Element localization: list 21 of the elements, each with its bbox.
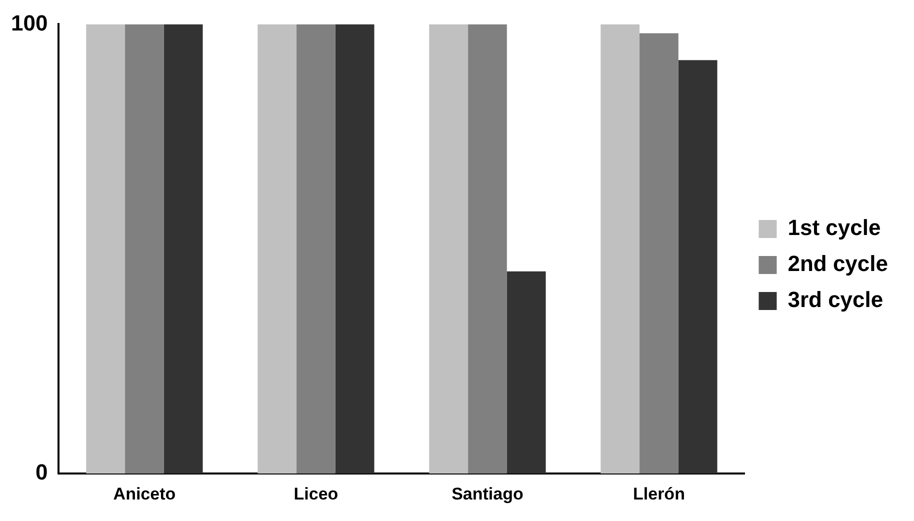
bar [640,33,678,474]
bar [600,24,640,474]
bar [429,24,468,474]
bar [258,24,297,474]
legend-label: 2nd cycle [788,251,888,276]
bar [678,60,718,474]
bar [164,24,203,474]
y-tick-label: 100 [10,10,48,36]
legend-label: 3rd cycle [788,287,884,312]
bar [86,24,126,474]
x-tick-label: Liceo [294,484,338,504]
bar [296,24,336,474]
bar [335,24,374,474]
x-tick-label: Aniceto [113,484,176,504]
y-tick-label: 0 [35,460,48,485]
bar [125,24,164,474]
bar [468,24,507,474]
bar [506,271,546,474]
legend-label: 1st cycle [788,215,881,240]
x-tick-label: Llerón [632,484,685,504]
x-tick-label: Santiago [452,484,524,504]
